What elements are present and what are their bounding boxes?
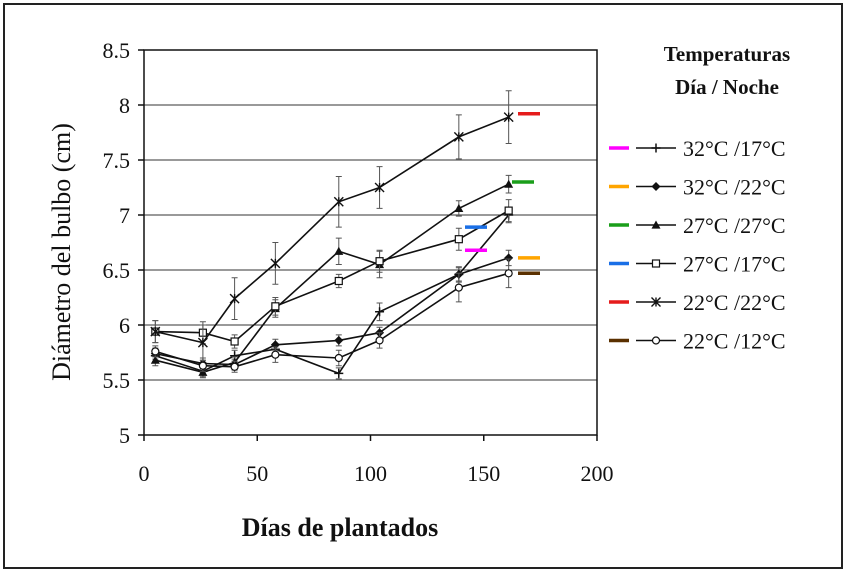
data-point-plus	[651, 143, 661, 153]
data-point-circle	[454, 283, 463, 292]
series	[150, 90, 514, 361]
data-point-triangle	[454, 203, 464, 212]
data-point-circle	[271, 350, 280, 359]
data-point-diamond	[504, 253, 514, 263]
data-point-triangle	[198, 367, 208, 376]
data-point-circle	[198, 361, 207, 370]
data-point-star	[453, 131, 464, 142]
data-point-star	[229, 293, 240, 304]
y-axis-title: Diámetro del bulbo (cm)	[47, 123, 76, 381]
y-axis-ticks: 5 5.5 6 6.5 7 7.5 8 8.5	[103, 38, 144, 448]
legend-title-line-2: Día / Noche	[675, 75, 779, 99]
legend-label: 27°C /17°C	[683, 252, 786, 277]
data-point-circle	[334, 353, 343, 363]
y-tick-label: 6	[119, 313, 130, 338]
series	[150, 249, 514, 371]
x-tick-label: 50	[246, 461, 268, 486]
legend-item: 27°C /27°C	[609, 213, 786, 238]
y-tick-label: 7.5	[103, 148, 131, 173]
data-point-triangle	[651, 220, 661, 229]
series-line	[155, 116, 509, 344]
colored-end-markers	[465, 112, 540, 276]
gridlines	[144, 49, 597, 436]
data-point-diamond	[334, 335, 344, 345]
data-point-star	[503, 112, 514, 123]
data-point-star	[333, 196, 344, 207]
data-point-square	[651, 259, 661, 268]
data-point-square	[271, 302, 280, 311]
y-tick-label: 6.5	[103, 258, 131, 283]
x-tick-label: 150	[467, 461, 500, 486]
legend-item: 27°C /17°C	[609, 252, 786, 277]
data-point-square	[230, 337, 239, 346]
data-point-plus	[375, 307, 385, 317]
y-tick-label: 8.5	[103, 38, 131, 63]
data-point-triangle	[334, 246, 344, 255]
series-line	[155, 214, 510, 375]
x-axis-title: Días de plantados	[242, 513, 439, 542]
data-point-circle	[375, 336, 384, 345]
data-point-star	[197, 337, 208, 348]
legend-item: 22°C /22°C	[609, 290, 786, 315]
data-point-star	[374, 182, 385, 193]
legend-label: 22°C /12°C	[683, 329, 786, 354]
x-tick-label: 0	[139, 461, 150, 486]
series-line	[155, 272, 509, 368]
chart-frame	[3, 3, 843, 569]
series	[151, 258, 513, 373]
data-point-star	[651, 297, 661, 307]
data-point-triangle	[150, 355, 160, 364]
data-point-circle	[230, 362, 239, 371]
legend-label: 22°C /22°C	[683, 290, 786, 315]
series-line	[155, 257, 509, 366]
data-point-star	[150, 326, 161, 337]
data-point-square	[334, 276, 343, 286]
y-tick-label: 8	[119, 93, 130, 118]
x-tick-label: 200	[581, 461, 614, 486]
data-point-diamond	[651, 182, 661, 191]
data-point-square	[375, 257, 384, 266]
legend-title-line-1: Temperaturas	[664, 42, 790, 66]
data-point-plus	[334, 368, 344, 378]
y-tick-label: 5.5	[103, 368, 131, 393]
series	[150, 174, 514, 379]
data-point-circle	[651, 336, 661, 345]
data-point-triangle	[504, 179, 514, 188]
legend-item: 32°C /17°C	[609, 136, 786, 161]
plot-area-border	[143, 49, 598, 436]
series-line	[155, 183, 510, 374]
series-layer	[150, 90, 514, 380]
legend-label: 32°C /17°C	[683, 136, 786, 161]
x-tick-label: 100	[354, 461, 387, 486]
data-point-square	[504, 206, 513, 215]
legend-label: 32°C /22°C	[683, 175, 786, 200]
y-tick-label: 5	[119, 423, 130, 448]
data-point-square	[454, 235, 463, 244]
data-point-star	[270, 258, 281, 269]
x-axis-ticks: 0 50 100 150 200	[139, 435, 614, 486]
legend-item: 22°C /12°C	[609, 329, 786, 354]
legend-item: 32°C /22°C	[609, 175, 786, 200]
y-tick-label: 7	[119, 203, 130, 228]
legend-label: 27°C /27°C	[683, 213, 786, 238]
data-point-circle	[151, 347, 160, 356]
data-point-circle	[504, 269, 513, 278]
legend: 32°C /17°C 32°C /22°C 27°C /27°C 27°C /17°C…	[609, 136, 786, 354]
